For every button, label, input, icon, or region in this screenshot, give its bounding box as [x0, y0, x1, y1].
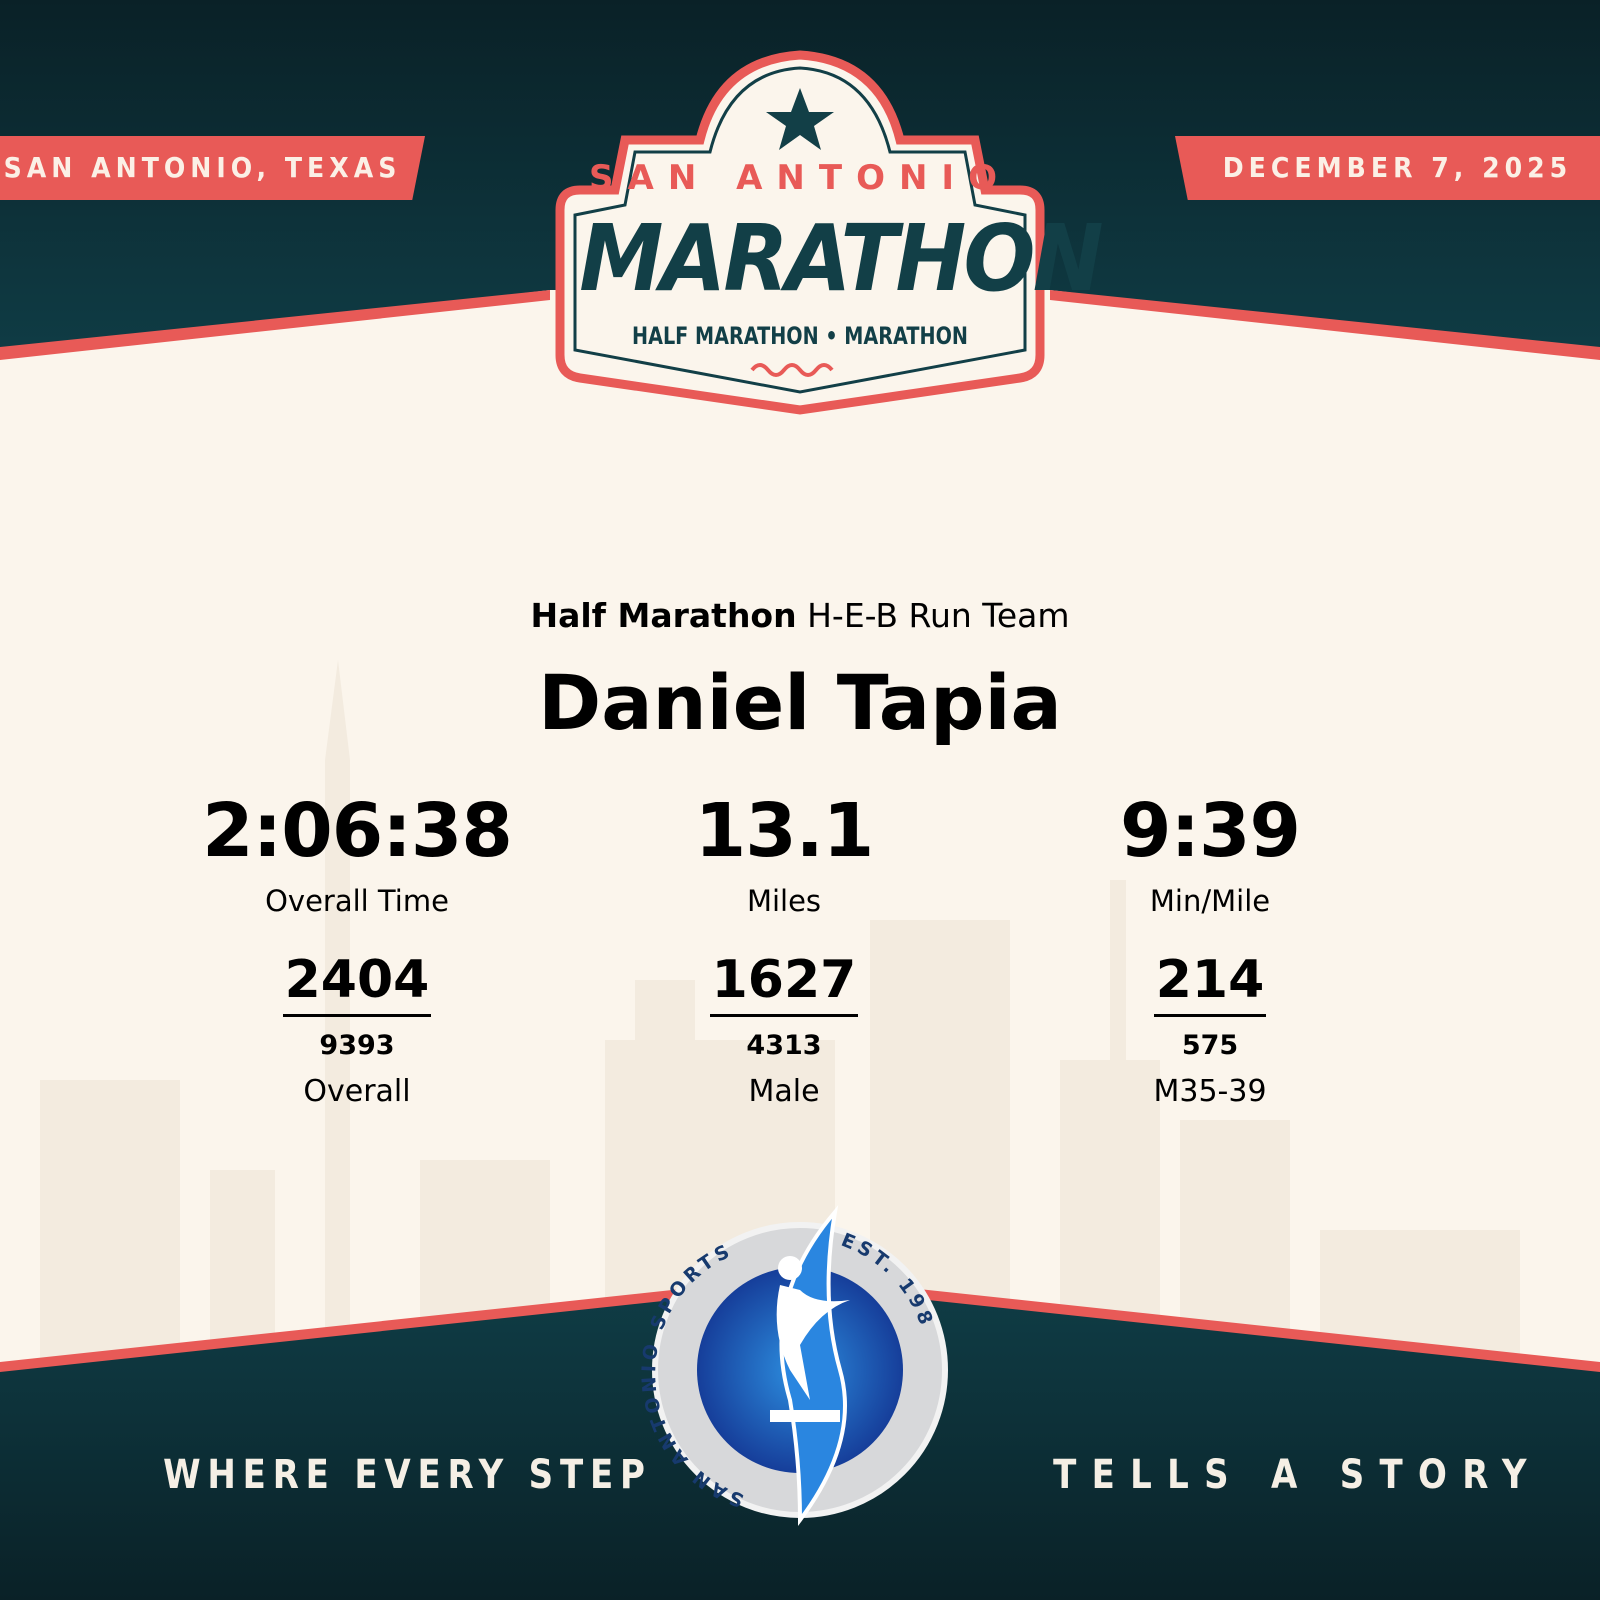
- age-group-total: 575: [1181, 1030, 1239, 1061]
- footer-tagline-right: TELLS A STORY: [1053, 1452, 1542, 1498]
- runner-name: Daniel Tapia: [538, 658, 1062, 747]
- overall-total: 9393: [319, 1030, 395, 1061]
- marathon-logo: [555, 50, 1045, 415]
- san-antonio-sports-badge: [652, 1205, 948, 1527]
- gender-place: 1627: [584, 950, 984, 1017]
- miles-value: 13.1: [694, 788, 875, 874]
- logo-title-text: MARATHON: [579, 205, 1103, 312]
- logo-city-text: SAN ANTONIO: [589, 158, 1011, 198]
- pace-label: Min/Mile: [1149, 884, 1271, 918]
- pace-value: 9:39: [1119, 788, 1301, 874]
- date-ribbon: DECEMBER 7, 2025: [1175, 136, 1600, 200]
- overall-place: 2404: [157, 950, 557, 1017]
- overall-time-label: Overall Time: [265, 884, 449, 918]
- age-group-category: M35-39: [1153, 1074, 1267, 1109]
- gender-category: Male: [748, 1074, 820, 1109]
- overall-time-value: 2:06:38: [202, 788, 513, 874]
- age-group-place: 214: [1010, 950, 1410, 1017]
- overall-category: Overall: [303, 1074, 411, 1109]
- team-name: H-E-B Run Team: [807, 596, 1070, 635]
- footer-tagline-left: WHERE EVERY STEP: [163, 1452, 652, 1498]
- race-subtitle: Half Marathon H-E-B Run Team: [0, 596, 1600, 635]
- location-ribbon: SAN ANTONIO, TEXAS: [0, 136, 425, 200]
- logo-subtitle-text: HALF MARATHON • MARATHON: [632, 322, 968, 350]
- miles-label: Miles: [746, 884, 822, 918]
- star-icon: [766, 88, 834, 150]
- race-name: Half Marathon: [530, 596, 797, 635]
- gender-total: 4313: [746, 1030, 822, 1061]
